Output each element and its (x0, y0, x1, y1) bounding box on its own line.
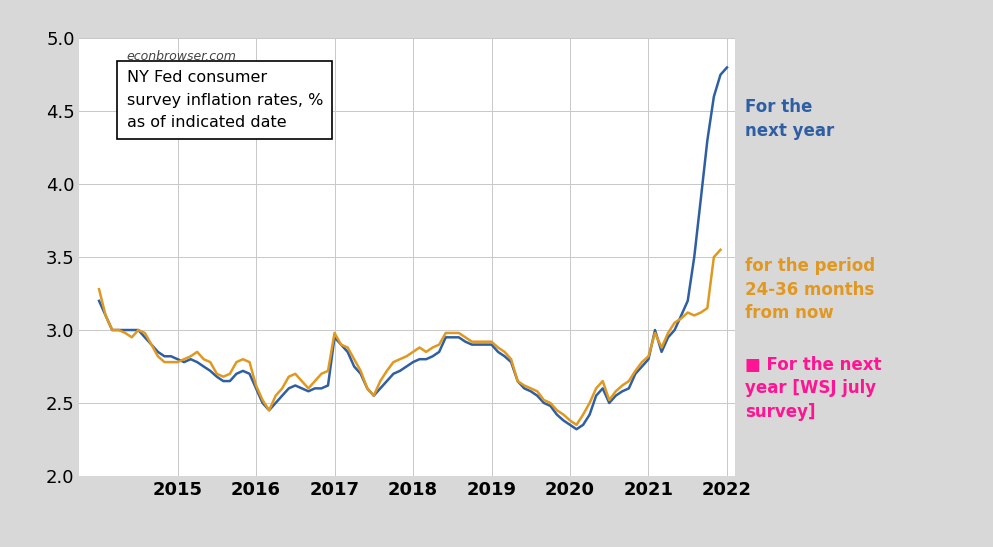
Text: For the
next year: For the next year (745, 98, 834, 140)
Text: for the period
24-36 months
from now: for the period 24-36 months from now (745, 257, 875, 322)
Text: econbrowser.com: econbrowser.com (126, 50, 236, 63)
Text: NY Fed consumer
survey inflation rates, %
as of indicated date: NY Fed consumer survey inflation rates, … (126, 71, 323, 130)
Text: ■ For the next
year [WSJ july
survey]: ■ For the next year [WSJ july survey] (745, 356, 881, 421)
